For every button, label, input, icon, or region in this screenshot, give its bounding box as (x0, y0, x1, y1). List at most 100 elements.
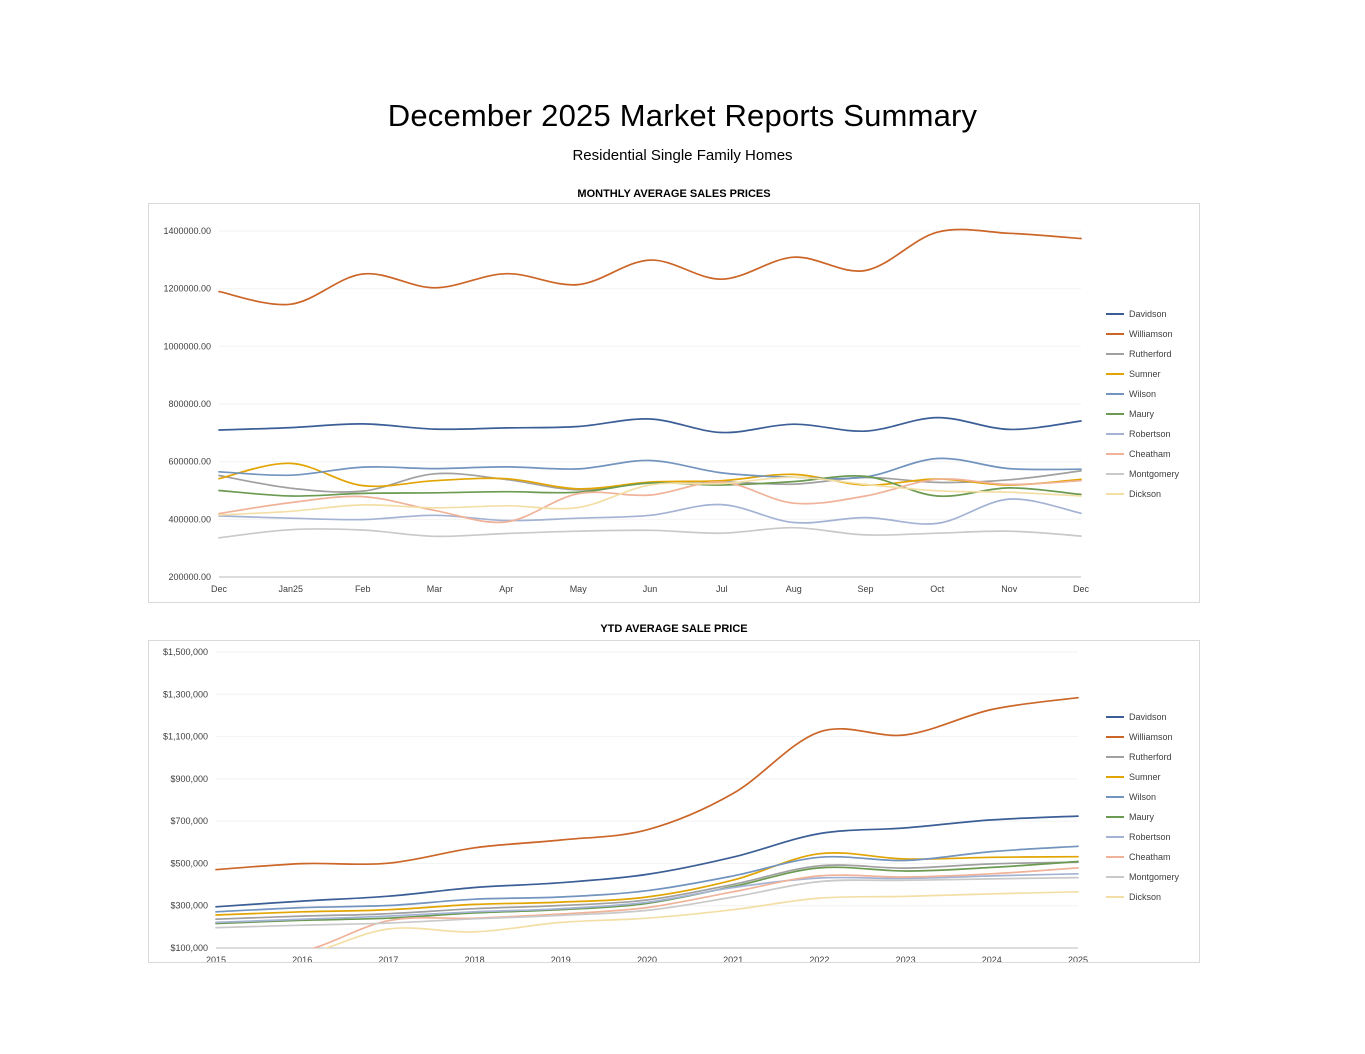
y-axis-tick-label: 1400000.00 (163, 226, 211, 236)
legend-item: Rutherford (1106, 344, 1179, 364)
series-line (215, 872, 1079, 924)
x-axis-tick-label: Apr (499, 584, 513, 594)
x-axis-tick-label: Nov (1001, 584, 1018, 594)
legend-swatch (1106, 493, 1124, 495)
x-axis-tick-label: 2015 (206, 955, 226, 962)
legend-item: Williamson (1106, 324, 1179, 344)
y-axis-tick-label: 400000.00 (168, 514, 211, 524)
legend-swatch (1106, 413, 1124, 415)
y-axis-tick-label: $1,100,000 (163, 732, 208, 742)
legend-swatch (1106, 433, 1124, 435)
monthly-chart-canvas: 1400000.00 1200000.00 1000000.00 800000.00 6… (163, 226, 1089, 594)
ytd-chart-panel: $1,500,000 $1,300,000 $1,100,000 $900,000 $7… (148, 640, 1200, 963)
legend-item: Cheatham (1106, 444, 1179, 464)
legend-swatch (1106, 876, 1124, 878)
legend-label: Williamson (1129, 732, 1173, 742)
legend-label: Montgomery (1129, 872, 1180, 882)
legend-label: Cheatham (1129, 852, 1171, 862)
legend-swatch (1106, 393, 1124, 395)
series-group (215, 696, 1079, 948)
legend-item: Davidson (1106, 304, 1179, 324)
x-axis-tick-label: 2021 (723, 955, 743, 962)
legend-label: Dickson (1129, 892, 1162, 902)
series-line (218, 476, 1082, 516)
legend-item: Rutherford (1106, 747, 1179, 767)
x-axis-tick-label: 2018 (465, 955, 485, 962)
legend-swatch (1106, 776, 1124, 778)
report-title: December 2025 Market Reports Summary (387, 98, 978, 133)
series-line (218, 498, 1082, 525)
legend-swatch (1106, 473, 1124, 475)
x-axis-tick-label: Jun (643, 584, 658, 594)
legend-label: Robertson (1129, 832, 1171, 842)
y-axis-tick-label: $300,000 (170, 901, 208, 911)
x-axis-tick-label: 2020 (637, 955, 657, 962)
legend-item: Dickson (1106, 484, 1179, 504)
x-axis-tick-label: 2022 (809, 955, 829, 962)
legend-item: Montgomery (1106, 867, 1179, 887)
legend-item: Robertson (1106, 424, 1179, 444)
legend-label: Davidson (1129, 309, 1167, 319)
x-axis-tick-label: 2019 (551, 955, 571, 962)
legend-swatch (1106, 896, 1124, 898)
legend-label: Rutherford (1129, 349, 1172, 359)
legend-swatch (1106, 856, 1124, 858)
series-line (218, 228, 1082, 306)
y-axis-tick-label: $700,000 (170, 816, 208, 826)
x-axis-tick-label: 2016 (292, 955, 312, 962)
x-axis-tick-label: May (570, 584, 588, 594)
legend-item: Davidson (1106, 707, 1179, 727)
legend-swatch (1106, 756, 1124, 758)
legend-item: Wilson (1106, 384, 1179, 404)
legend-item: Sumner (1106, 364, 1179, 384)
legend-label: Maury (1129, 409, 1155, 419)
monthly-chart-panel: 1400000.00 1200000.00 1000000.00 800000.00 6… (148, 203, 1200, 603)
x-axis-tick-label: 2023 (896, 955, 916, 962)
legend-label: Wilson (1129, 792, 1157, 802)
series-line (218, 478, 1082, 524)
legend-item: Cheatham (1106, 847, 1179, 867)
legend-label: Davidson (1129, 712, 1167, 722)
series-line (215, 815, 1079, 908)
legend-label: Sumner (1129, 369, 1161, 379)
y-axis-tick-label: $900,000 (170, 774, 208, 784)
legend-label: Maury (1129, 812, 1155, 822)
series-line (218, 475, 1082, 498)
y-axis-tick-label: 600000.00 (168, 457, 211, 467)
legend-item: Dickson (1106, 887, 1179, 907)
series-line (215, 845, 1079, 913)
series-line (215, 696, 1079, 871)
legend-swatch (1106, 836, 1124, 838)
legend-swatch (1106, 816, 1124, 818)
legend-item: Wilson (1106, 787, 1179, 807)
series-line (218, 526, 1082, 539)
legend-swatch (1106, 736, 1124, 738)
legend-item: Robertson (1106, 827, 1179, 847)
legend-label: Dickson (1129, 489, 1162, 499)
legend-label: Rutherford (1129, 752, 1172, 762)
x-axis-tick-label: Oct (930, 584, 945, 594)
series-line (311, 867, 1079, 948)
series-line (323, 890, 1079, 948)
legend-swatch (1106, 333, 1124, 335)
legend-swatch (1106, 716, 1124, 718)
legend-label: Robertson (1129, 429, 1171, 439)
x-axis-tick-label: Aug (786, 584, 802, 594)
legend-item: Williamson (1106, 727, 1179, 747)
x-axis-tick-label: 2025 (1068, 955, 1088, 962)
legend-swatch (1106, 453, 1124, 455)
series-line (218, 416, 1082, 434)
series-line (215, 876, 1079, 929)
y-axis-tick-label: $500,000 (170, 858, 208, 868)
legend-label: Montgomery (1129, 469, 1180, 479)
legend-swatch (1106, 313, 1124, 315)
series-line (218, 457, 1082, 480)
x-axis-tick-label: Mar (427, 584, 443, 594)
ytd-chart-legend: Davidson Williamson Rutherford Sumner Wilson… (1106, 707, 1179, 907)
y-axis-tick-label: $100,000 (170, 943, 208, 953)
legend-item: Maury (1106, 807, 1179, 827)
legend-swatch (1106, 353, 1124, 355)
monthly-chart-legend: Davidson Williamson Rutherford Sumner Wilson… (1106, 304, 1179, 504)
monthly-chart-title: MONTHLY AVERAGE SALES PRICES (577, 188, 771, 200)
y-axis-tick-label: 800000.00 (168, 399, 211, 409)
